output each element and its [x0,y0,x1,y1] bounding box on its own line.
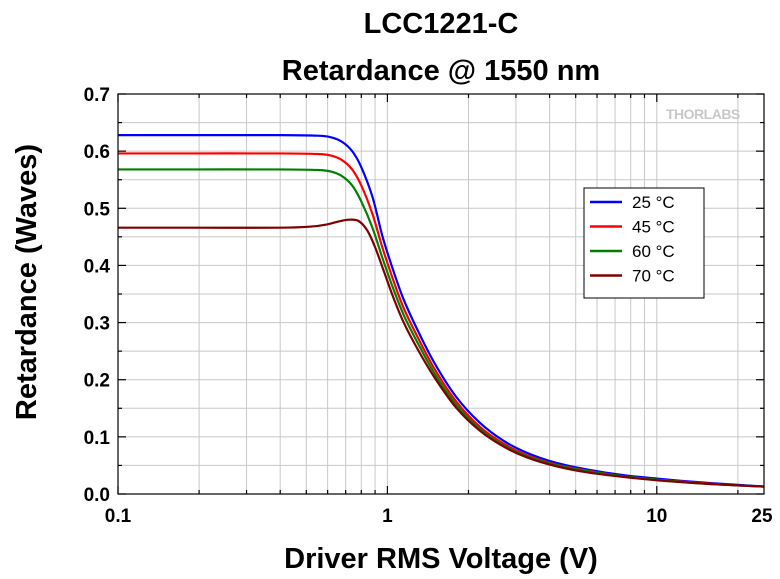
y-tick-label: 0.3 [84,314,110,335]
series-line-0 [118,134,765,488]
series-line-3 [118,218,765,488]
legend: 25 °C 45 °C 60 °C 70 °C [583,187,705,299]
y-tick-label: 0.6 [84,142,110,163]
y-tick-label: 0.1 [84,428,111,449]
x-tick-label: 25 [751,506,773,527]
y-tick-label: 0.5 [84,199,111,220]
ticks [117,93,764,495]
legend-label: 45 °C [632,218,675,237]
legend-box [583,187,705,299]
x-tick-label: 1 [382,506,393,527]
chart-subtitle: Retardance @ 1550 nm [282,55,600,87]
legend-label: 25 °C [632,193,675,212]
y-tick-label: 0.0 [84,485,110,506]
y-tick-label: 0.7 [84,85,110,106]
watermark: THORLABS [666,106,740,122]
x-tick-labels: 0.1 1 10 25 [105,506,773,527]
y-tick-labels: 0.0 0.1 0.2 0.3 0.4 0.5 0.6 0.7 [84,85,111,506]
legend-label: 60 °C [632,242,675,261]
y-tick-label: 0.2 [84,371,110,392]
y-axis-label: Retardance (Waves) [11,144,43,420]
x-axis-label: Driver RMS Voltage (V) [284,543,598,575]
x-tick-label: 0.1 [105,506,132,527]
series-layer [118,134,765,488]
x-tick-label: 10 [646,506,667,527]
legend-label: 70 °C [632,267,675,286]
chart-title: LCC1221-C [364,8,519,40]
y-tick-label: 0.4 [84,256,111,277]
